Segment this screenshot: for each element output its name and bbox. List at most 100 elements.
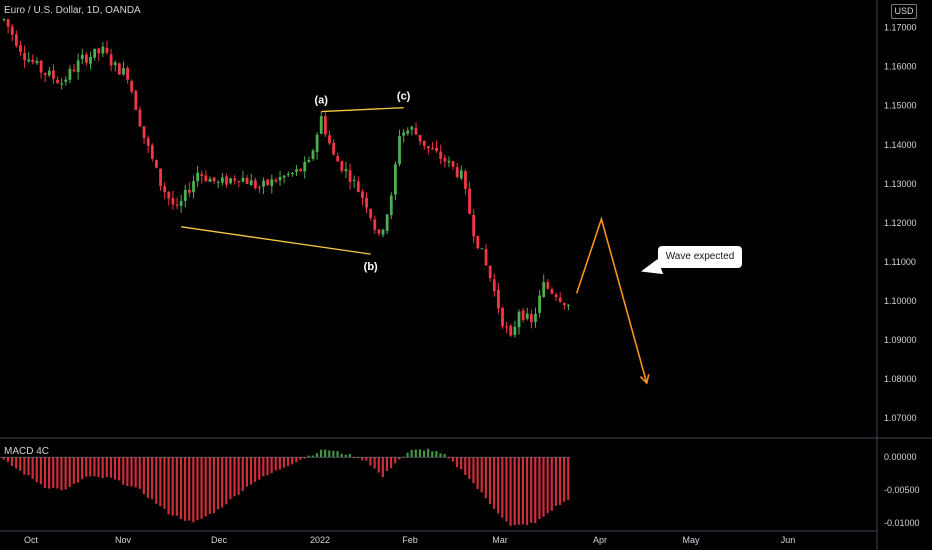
candle[interactable]	[389, 195, 393, 216]
macd-bar[interactable]	[414, 449, 417, 458]
candle[interactable]	[455, 167, 459, 177]
candle[interactable]	[109, 54, 113, 66]
macd-bar[interactable]	[447, 457, 450, 459]
macd-bar[interactable]	[324, 449, 327, 458]
macd-bar[interactable]	[258, 457, 261, 480]
candle[interactable]	[282, 175, 286, 178]
candle[interactable]	[398, 135, 401, 165]
macd-bar[interactable]	[80, 457, 84, 480]
macd-bar[interactable]	[31, 457, 34, 479]
macd-bar[interactable]	[43, 457, 47, 488]
macd-bar[interactable]	[6, 457, 10, 462]
candle[interactable]	[97, 48, 101, 54]
macd-bar[interactable]	[159, 457, 162, 507]
macd-bar[interactable]	[151, 457, 154, 500]
macd-bar[interactable]	[163, 457, 166, 509]
candle[interactable]	[14, 34, 18, 46]
macd-bar[interactable]	[406, 452, 409, 458]
macd-bar[interactable]	[15, 457, 18, 469]
candle[interactable]	[303, 161, 307, 172]
candle[interactable]	[443, 157, 447, 162]
macd-bar[interactable]	[509, 457, 512, 526]
candle[interactable]	[336, 156, 340, 162]
candle[interactable]	[476, 235, 480, 249]
candle[interactable]	[464, 171, 467, 189]
macd-bar[interactable]	[105, 457, 108, 478]
candle[interactable]	[550, 289, 554, 294]
candle[interactable]	[200, 174, 204, 177]
candle[interactable]	[89, 56, 92, 64]
candle[interactable]	[307, 160, 311, 163]
macd-bar[interactable]	[109, 457, 113, 478]
macd-bar[interactable]	[517, 457, 520, 525]
macd-bar[interactable]	[455, 457, 459, 468]
macd-bar[interactable]	[344, 454, 347, 458]
macd-bar[interactable]	[567, 457, 570, 500]
macd-bar[interactable]	[122, 457, 125, 485]
candle[interactable]	[134, 90, 138, 110]
macd-bar[interactable]	[558, 457, 562, 505]
candle[interactable]	[85, 54, 88, 63]
candle[interactable]	[414, 128, 418, 135]
macd-bar[interactable]	[200, 457, 203, 519]
macd-bar[interactable]	[443, 453, 446, 458]
candle[interactable]	[196, 172, 200, 182]
candle[interactable]	[179, 200, 183, 206]
candle[interactable]	[258, 187, 261, 189]
candle[interactable]	[315, 134, 319, 152]
candle[interactable]	[562, 303, 566, 306]
macd-bar[interactable]	[155, 457, 158, 504]
macd-bar[interactable]	[286, 457, 290, 467]
candle[interactable]	[554, 294, 558, 298]
macd-bar[interactable]	[171, 457, 174, 516]
candle[interactable]	[171, 197, 175, 205]
candle[interactable]	[439, 151, 443, 159]
macd-bar[interactable]	[27, 457, 30, 476]
macd-bar[interactable]	[427, 448, 430, 458]
candle[interactable]	[225, 176, 228, 185]
candle[interactable]	[72, 69, 76, 72]
macd-bar[interactable]	[525, 457, 529, 526]
candle[interactable]	[105, 47, 109, 53]
candle[interactable]	[126, 67, 129, 80]
macd-bar[interactable]	[492, 457, 496, 509]
candle[interactable]	[183, 189, 187, 201]
macd-bar[interactable]	[554, 457, 557, 506]
macd-bar[interactable]	[130, 457, 133, 487]
candle[interactable]	[39, 60, 43, 73]
macd-bar[interactable]	[394, 457, 397, 464]
macd-bar[interactable]	[68, 457, 71, 487]
macd-bar[interactable]	[472, 457, 475, 484]
candle[interactable]	[352, 179, 356, 181]
candle[interactable]	[101, 46, 105, 54]
macd-bar[interactable]	[134, 457, 137, 488]
candle[interactable]	[513, 326, 517, 335]
macd-bar[interactable]	[365, 457, 368, 461]
candle[interactable]	[402, 132, 406, 136]
candle[interactable]	[373, 219, 377, 230]
macd-bar[interactable]	[451, 457, 454, 462]
macd-bar[interactable]	[513, 457, 516, 526]
candle[interactable]	[229, 178, 232, 184]
macd-bar[interactable]	[468, 457, 471, 480]
macd-bar[interactable]	[530, 457, 533, 523]
candle[interactable]	[138, 109, 142, 127]
candle[interactable]	[142, 126, 146, 138]
macd-bar[interactable]	[538, 457, 541, 520]
candle[interactable]	[546, 282, 550, 289]
macd-bar[interactable]	[546, 457, 549, 514]
candle[interactable]	[93, 48, 97, 58]
candle[interactable]	[241, 177, 245, 182]
candle[interactable]	[212, 177, 216, 182]
macd-bar[interactable]	[476, 457, 479, 489]
macd-bar[interactable]	[332, 450, 335, 458]
macd-bar[interactable]	[460, 457, 463, 470]
macd-bar[interactable]	[484, 457, 487, 499]
macd-bar[interactable]	[377, 457, 380, 473]
candle[interactable]	[509, 325, 513, 336]
candle[interactable]	[451, 161, 455, 167]
macd-bar[interactable]	[439, 453, 442, 458]
macd-bar[interactable]	[254, 457, 257, 482]
candle[interactable]	[295, 169, 298, 172]
